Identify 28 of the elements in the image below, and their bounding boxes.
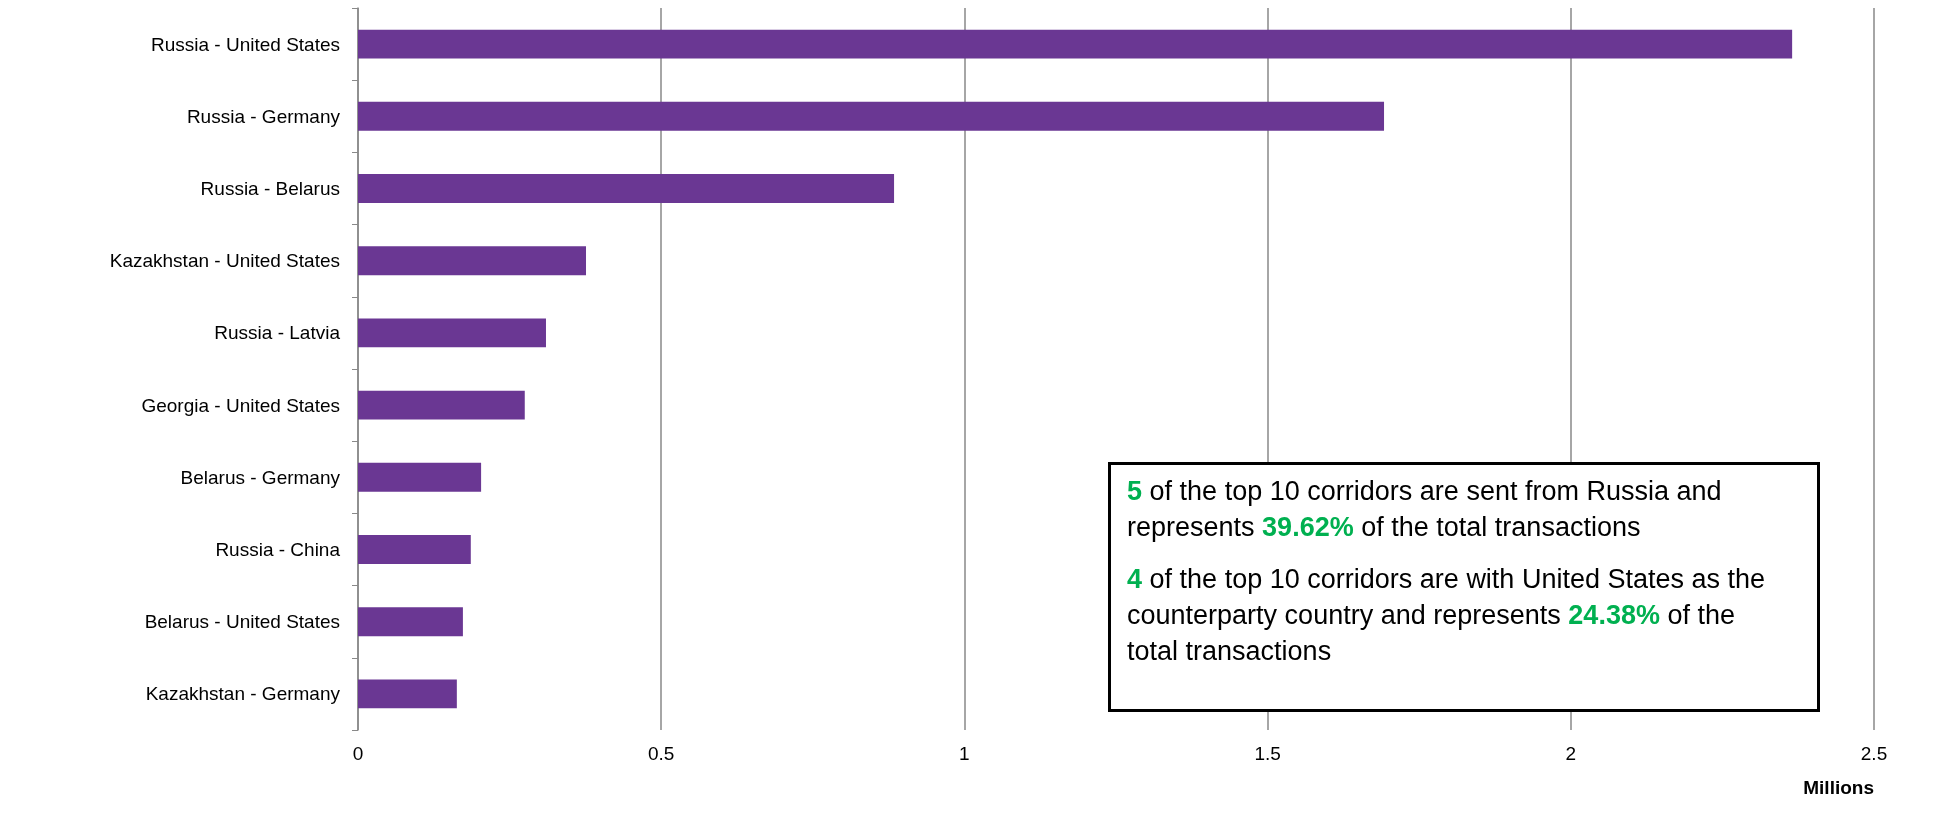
bar <box>358 101 1385 131</box>
y-tick-label: Belarus - United States <box>144 611 340 633</box>
x-tick-label: 2.5 <box>1860 743 1888 764</box>
x-tick-label: 1.5 <box>1254 743 1281 764</box>
y-tick-label: Russia - Latvia <box>214 322 341 344</box>
bar <box>358 174 895 203</box>
note-box: 5 of the top 10 corridors are sent from Russia and represents 39.62% of the total transactions 4 of the top 10 corridors are with United States as the counterparty country and represents 24.38% of the total transactions <box>1108 462 1820 712</box>
y-tick-label: Georgia - United States <box>141 394 340 416</box>
y-tick-label: Russia - Belarus <box>200 178 340 199</box>
y-tick-label: Russia - Germany <box>186 105 341 127</box>
bar <box>358 607 463 637</box>
y-tick-label: Russia - China <box>215 539 341 560</box>
x-tick-label: 2 <box>1565 743 1577 764</box>
x-axis-title: Millions <box>1803 777 1874 798</box>
y-tick-label: Russia - United States <box>150 33 340 55</box>
y-tick-label: Kazakhstan - United States <box>109 250 340 272</box>
y-tick-label: Belarus - Germany <box>180 466 341 488</box>
bar <box>358 318 546 348</box>
bar <box>358 535 471 564</box>
bar <box>358 246 587 276</box>
x-tick-label: 0.5 <box>647 743 675 764</box>
bar <box>358 462 482 492</box>
y-tick-label: Kazakhstan - Germany <box>145 683 341 705</box>
bar <box>358 390 525 420</box>
x-tick-label: 1 <box>959 743 970 764</box>
bar <box>358 679 457 709</box>
bar <box>358 29 1793 59</box>
x-tick-label: 0 <box>352 743 364 764</box>
